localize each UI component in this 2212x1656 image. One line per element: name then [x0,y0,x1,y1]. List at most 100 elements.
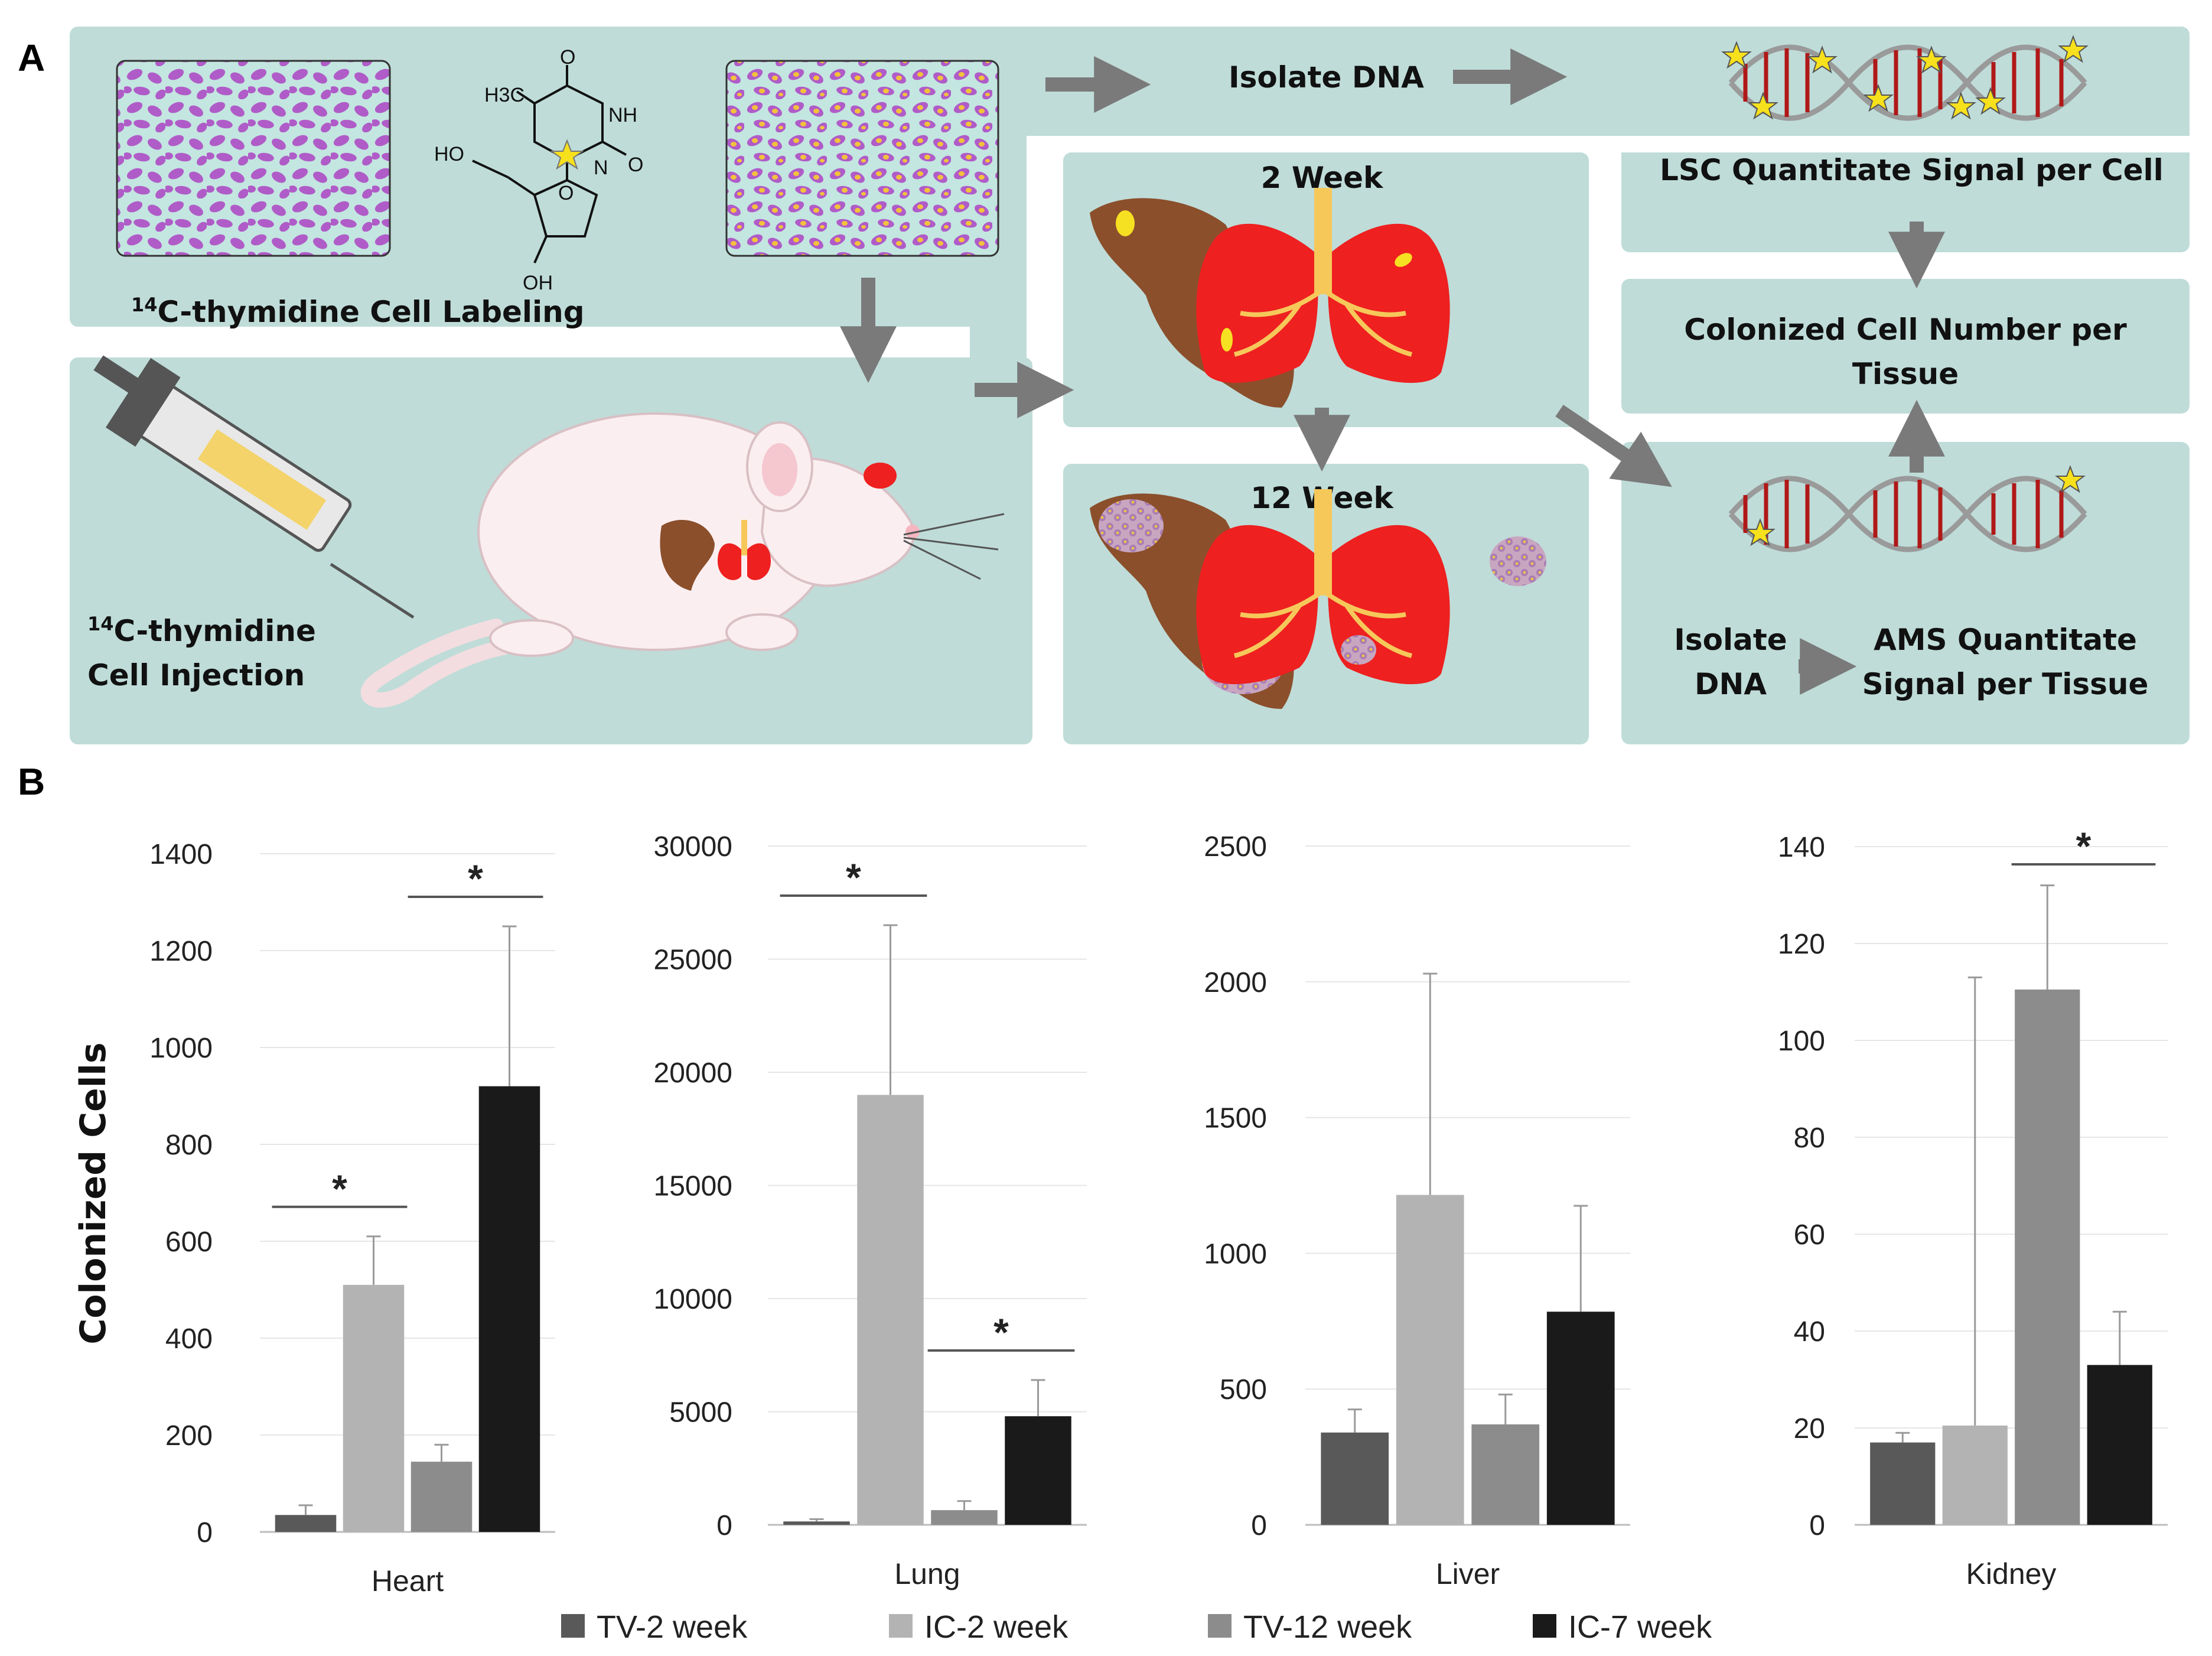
y-tick-label: 600 [165,1226,213,1258]
chem-nh: NH [608,104,637,126]
lung-12week-icon [1196,489,1546,685]
legend-swatch [561,1614,585,1638]
legend-label: IC-7 week [1568,1609,1712,1645]
dna-helix-lsc-icon [1721,35,2089,121]
bar-tv-2-week [1870,1442,1936,1525]
chem-ho: HO [434,143,464,165]
y-tick-label: 40 [1794,1316,1825,1348]
y-tick-label: 1000 [1204,1238,1267,1270]
y-tick-label: 30000 [654,831,732,863]
legend-swatch [1208,1614,1232,1638]
bar-tv-2-week [275,1515,337,1532]
y-tick-label: 15000 [654,1171,732,1202]
y-tick-label: 100 [1778,1026,1825,1057]
bar-ic-2-week [1396,1195,1464,1525]
carbon14-star-icon [549,139,585,170]
bar-tv-12-week [931,1510,998,1525]
significance-star: * [2076,824,2092,868]
bar-ic-2-week [343,1284,405,1532]
unlabeled-cells-icon [116,60,391,257]
chem-o-ring: O [558,182,574,204]
isolate-text-2: DNA [1695,667,1767,701]
injection-label-2: Cell Injection [87,658,305,692]
panel-colonized [1621,279,2190,414]
significance-star: * [993,1310,1009,1354]
arrow-2week-to-dna [1555,405,1672,487]
y-tick-label: 20 [1794,1413,1825,1444]
significance-star: * [468,857,483,900]
y-tick-label: 400 [165,1323,213,1355]
y-tick-label: 80 [1794,1123,1825,1154]
significance-star: * [332,1167,347,1211]
y-tick-label: 10000 [654,1284,732,1315]
bar-tv-12-week [1471,1424,1540,1525]
bar-ic-7-week [1546,1312,1615,1525]
y-tick-label: 20000 [654,1058,732,1089]
panel-label-b: B [18,760,45,803]
significance-star: * [846,855,861,899]
legend-swatch [889,1614,913,1638]
injection-label-1: 14C-thymidine [87,613,316,648]
colonized-text-2: Tissue [1852,357,1959,391]
category-label: Heart [372,1564,444,1598]
chem-ch3: H3C [484,84,525,106]
chart-kidney: 0 20 40 60 80 100 120 140 * Kidney [1778,824,2168,1590]
y-tick-label: 1500 [1204,1103,1267,1134]
chart-lung: 0 5000 10000 15000 20000 25000 30000 * * Lung [654,831,1087,1590]
bar-ic-2-week [1942,1425,2008,1525]
isolate-dna-top: Isolate DNA [1229,60,1424,95]
chart-heart: 0 200 400 600 800 1000 1200 1400 * * Heart [149,839,555,1598]
y-tick-label: 1200 [149,936,213,967]
bar-ic-7-week [478,1086,540,1532]
ams-text-1: AMS Quantitate [1874,623,2137,657]
y-tick-label: 200 [165,1420,213,1452]
labeled-cells-icon [725,60,999,257]
legend: TV-2 week IC-2 week TV-12 week IC-7 week [561,1609,1712,1645]
panel-label-a: A [18,37,45,79]
bar-ic-7-week [2087,1365,2152,1525]
bar-ic-2-week [857,1095,924,1525]
y-tick-label: 0 [197,1517,213,1548]
y-tick-label: 1000 [149,1033,213,1064]
lsc-text: LSC Quantitate Signal per Cell [1660,153,2164,187]
panel-ams [1621,442,2190,744]
legend-swatch [1533,1614,1556,1638]
legend-label: TV-12 week [1243,1609,1412,1645]
syringe-icon [93,355,415,619]
category-label: Kidney [1966,1557,2057,1590]
y-tick-label: 2500 [1204,831,1267,863]
bar-tv-12-week [411,1462,473,1532]
ams-text-2: Signal per Tissue [1862,667,2149,701]
y-tick-label: 0 [1251,1510,1267,1541]
chart-liver: 0 500 1000 1500 2000 2500 Liver [1204,831,1630,1590]
y-axis-label: Colonized Cells [73,1042,114,1344]
labeling-label: 14C-thymidine Cell Labeling [131,294,585,329]
dna-helix-ams-icon [1728,465,2087,552]
bar-tv-2-week [783,1521,850,1525]
y-tick-label: 500 [1220,1374,1267,1406]
legend-label: TV-2 week [597,1609,748,1645]
isolate-text-1: Isolate [1674,623,1787,657]
chem-oh: OH [523,272,553,294]
bar-tv-12-week [2015,989,2080,1525]
lung-2week-icon [1196,188,1450,383]
category-label: Lung [894,1557,960,1590]
y-tick-label: 25000 [654,945,732,976]
y-tick-label: 800 [165,1130,213,1161]
flow-arrows [840,48,1945,695]
bar-charts: 0200400600800100012001400**Heart05000100… [149,824,2168,1598]
y-tick-label: 2000 [1204,967,1267,998]
y-tick-label: 0 [716,1510,732,1541]
legend-item: TV-2 week [561,1609,748,1645]
bar-tv-2-week [1321,1432,1389,1525]
legend-item: TV-12 week [1208,1609,1412,1645]
y-tick-label: 1400 [149,839,213,870]
y-tick-label: 60 [1794,1219,1825,1251]
y-tick-label: 0 [1809,1510,1825,1541]
bar-ic-7-week [1005,1416,1071,1525]
category-label: Liver [1436,1557,1500,1590]
chem-o-right: O [628,154,643,176]
chem-o-top: O [560,46,575,69]
legend-item: IC-2 week [889,1609,1068,1645]
mouse-icon [360,412,1005,708]
